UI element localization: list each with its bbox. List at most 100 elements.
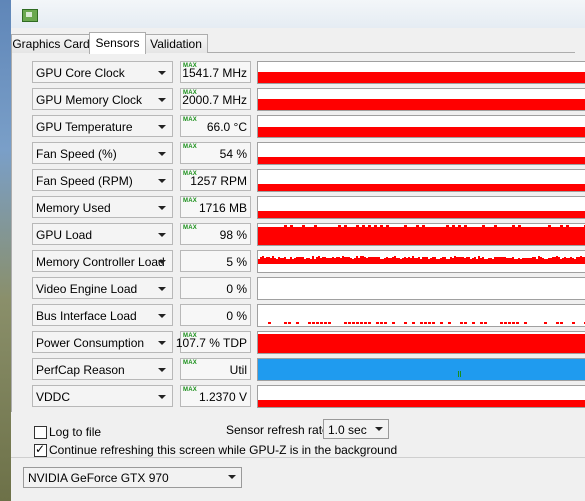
sensor-graph (257, 196, 585, 219)
graph-noise (312, 322, 315, 324)
sensor-value: 66.0 °C (206, 120, 247, 134)
graph-spike (374, 225, 377, 227)
graph-noise (418, 257, 420, 264)
graph-noise (456, 257, 458, 264)
sensor-value: 5 % (226, 255, 247, 269)
graph-noise (308, 322, 311, 324)
graph-noise (428, 259, 430, 264)
sensor-name-dropdown[interactable]: Bus Interface Load (32, 304, 173, 326)
sensor-value-box[interactable]: MAX 98 % (180, 223, 251, 245)
graph-noise (316, 257, 318, 264)
graph-noise (372, 257, 374, 264)
graph-noise (524, 322, 527, 324)
graph-noise (334, 258, 336, 264)
sensor-name-dropdown[interactable]: Power Consumption (32, 331, 173, 353)
max-indicator: MAX (183, 387, 197, 393)
graph-noise (508, 322, 511, 324)
graph-noise (356, 256, 358, 264)
sensor-value-box[interactable]: 5 % (180, 250, 251, 272)
graph-noise (480, 258, 482, 264)
graph-noise (270, 258, 272, 264)
graph-noise (428, 322, 431, 324)
sensor-row-bus-interface-load: Bus Interface Load 0 % (22, 303, 585, 328)
graph-noise (570, 257, 572, 264)
sensor-value-box[interactable]: MAX 2000.7 MHz (180, 88, 251, 110)
continue-refresh-checkbox[interactable] (34, 442, 47, 457)
graph-noise (470, 259, 472, 264)
sensor-name-dropdown[interactable]: GPU Load (32, 223, 173, 245)
graph-noise (448, 322, 451, 324)
gpu-z-app-icon[interactable] (22, 9, 38, 22)
sensor-graph-plot (258, 72, 585, 83)
graph-spike (368, 225, 371, 227)
chevron-down-icon (158, 314, 166, 318)
sensor-value-box[interactable]: MAX Util (180, 358, 251, 380)
sensor-graph (257, 223, 585, 246)
sensor-name-dropdown[interactable]: VDDC (32, 385, 173, 407)
graph-noise (392, 257, 394, 264)
sensor-name-dropdown[interactable]: PerfCap Reason (32, 358, 173, 380)
sensor-value-box[interactable]: 0 % (180, 277, 251, 299)
max-indicator: MAX (183, 90, 197, 96)
sensor-value-box[interactable]: MAX 1.2370 V (180, 385, 251, 407)
graph-noise (358, 258, 360, 264)
graph-noise (478, 256, 480, 264)
sensor-value-box[interactable]: 0 % (180, 304, 251, 326)
refresh-rate-value: 1.0 sec (328, 423, 367, 437)
sensor-label: Fan Speed (RPM) (36, 174, 133, 188)
sensor-name-dropdown[interactable]: Memory Controller Load (32, 250, 173, 272)
sensor-name-dropdown[interactable]: Fan Speed (RPM) (32, 169, 173, 191)
graph-noise (316, 322, 319, 324)
sensor-row-memory-controller-load: Memory Controller Load 5 % (22, 249, 585, 274)
graph-noise (446, 259, 448, 264)
sensor-value-box[interactable]: MAX 66.0 °C (180, 115, 251, 137)
graph-noise (532, 257, 534, 264)
max-indicator: MAX (183, 333, 197, 339)
sensor-name-dropdown[interactable]: GPU Core Clock (32, 61, 173, 83)
graph-noise (294, 258, 296, 264)
graph-spike (356, 225, 359, 227)
graph-fill (258, 127, 585, 137)
graph-noise (290, 257, 292, 264)
sensor-row-fan-speed-rpm: Fan Speed (RPM) MAX 1257 RPM (22, 168, 585, 193)
graph-noise (436, 259, 438, 264)
graph-spike (344, 225, 347, 227)
sensor-graph-plot (258, 278, 585, 300)
tab-validation[interactable]: Validation (144, 34, 208, 53)
graph-spike (422, 225, 425, 227)
continue-refresh-label[interactable]: Continue refreshing this screen while GP… (49, 443, 398, 457)
sensor-name-dropdown[interactable]: Video Engine Load (32, 277, 173, 299)
graph-fill (258, 211, 585, 218)
gpu-select-dropdown[interactable]: NVIDIA GeForce GTX 970 (23, 467, 242, 488)
sensor-name-dropdown[interactable]: GPU Temperature (32, 115, 173, 137)
sensor-value: 107.7 % TDP (175, 336, 247, 350)
sensor-value-box[interactable]: MAX 1541.7 MHz (180, 61, 251, 83)
title-bar[interactable] (11, 0, 585, 28)
tab-graphics-card[interactable]: Graphics Card (11, 34, 91, 53)
graph-noise (402, 258, 404, 264)
log-to-file-checkbox[interactable] (34, 426, 47, 439)
chevron-down-icon (158, 98, 166, 102)
graph-noise (460, 322, 463, 324)
chevron-down-icon (375, 427, 383, 431)
graph-noise (380, 322, 383, 324)
graph-noise (376, 322, 379, 324)
graph-fill (258, 184, 585, 191)
refresh-rate-dropdown[interactable]: 1.0 sec (323, 419, 389, 439)
sensor-value-box[interactable]: MAX 1257 RPM (180, 169, 251, 191)
sensor-graph (257, 115, 585, 138)
graph-noise (572, 258, 574, 264)
sensor-value-box[interactable]: MAX 54 % (180, 142, 251, 164)
sensor-graph (257, 385, 585, 408)
sensor-name-dropdown[interactable]: Fan Speed (%) (32, 142, 173, 164)
graph-noise (546, 259, 548, 264)
graph-noise (432, 257, 434, 264)
sensor-value-box[interactable]: MAX 107.7 % TDP (176, 331, 251, 353)
graph-noise (400, 259, 402, 264)
graph-noise (560, 322, 563, 324)
sensor-name-dropdown[interactable]: GPU Memory Clock (32, 88, 173, 110)
sensor-name-dropdown[interactable]: Memory Used (32, 196, 173, 218)
log-to-file-label[interactable]: Log to file (49, 425, 102, 439)
sensor-value-box[interactable]: MAX 1716 MB (180, 196, 251, 218)
tab-sensors[interactable]: Sensors (89, 32, 146, 54)
